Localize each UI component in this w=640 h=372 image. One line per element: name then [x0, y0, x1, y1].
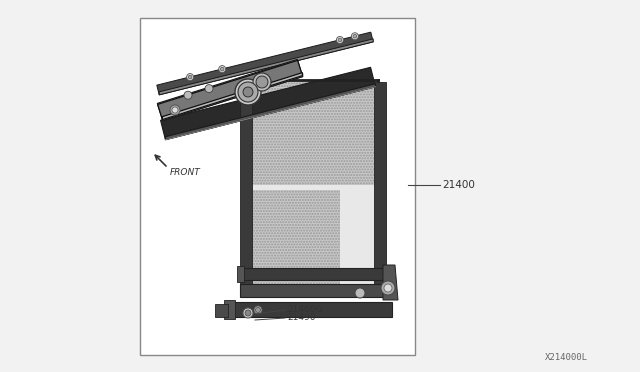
Polygon shape [240, 284, 388, 297]
Circle shape [338, 38, 342, 42]
Circle shape [187, 74, 193, 81]
Polygon shape [215, 304, 228, 317]
Text: 21490: 21490 [287, 314, 316, 323]
Circle shape [245, 310, 251, 316]
Polygon shape [159, 39, 373, 95]
Circle shape [384, 284, 392, 292]
Circle shape [188, 75, 192, 79]
Circle shape [256, 76, 268, 88]
Polygon shape [248, 190, 340, 290]
Circle shape [243, 308, 253, 318]
Circle shape [220, 67, 224, 71]
Circle shape [219, 65, 226, 73]
Polygon shape [166, 84, 376, 140]
Circle shape [205, 84, 213, 93]
Circle shape [351, 33, 358, 40]
Circle shape [172, 107, 178, 113]
Polygon shape [240, 82, 252, 290]
Polygon shape [224, 300, 235, 319]
Text: X214000L: X214000L [545, 353, 588, 362]
Circle shape [243, 87, 253, 97]
Circle shape [254, 306, 262, 314]
Circle shape [381, 281, 395, 295]
Polygon shape [248, 80, 378, 290]
Circle shape [170, 105, 180, 115]
Circle shape [235, 79, 261, 105]
Polygon shape [163, 74, 303, 121]
Text: 21460G: 21460G [287, 305, 323, 314]
Circle shape [337, 36, 344, 44]
Text: 21400: 21400 [442, 180, 475, 190]
Circle shape [238, 82, 258, 102]
Polygon shape [157, 60, 303, 121]
Polygon shape [374, 82, 386, 290]
Polygon shape [163, 73, 302, 120]
Circle shape [355, 288, 365, 298]
Polygon shape [248, 80, 378, 185]
Polygon shape [242, 268, 385, 280]
Polygon shape [161, 67, 376, 140]
Bar [140, 18, 415, 355]
Polygon shape [230, 302, 392, 317]
Text: FRONT: FRONT [170, 168, 201, 177]
Polygon shape [383, 265, 398, 300]
Circle shape [353, 35, 356, 38]
Polygon shape [157, 32, 373, 95]
Circle shape [184, 91, 192, 99]
Circle shape [255, 308, 260, 312]
Polygon shape [157, 60, 302, 120]
Polygon shape [237, 266, 244, 282]
Circle shape [253, 73, 271, 91]
